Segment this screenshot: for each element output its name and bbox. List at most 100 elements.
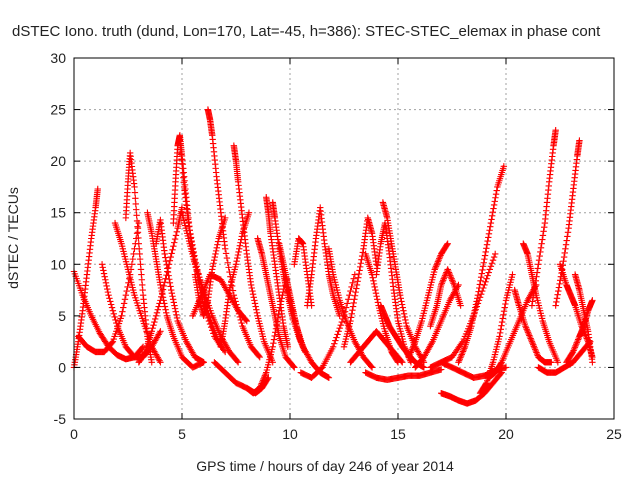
data-point	[158, 287, 165, 295]
data-point	[356, 267, 363, 274]
data-point	[502, 300, 509, 308]
data-point	[406, 352, 413, 359]
data-point	[486, 227, 493, 234]
data-point	[238, 319, 245, 327]
data-point	[132, 195, 139, 202]
data-point	[154, 306, 162, 313]
data-point	[474, 295, 481, 302]
data-point	[564, 229, 572, 236]
data-point	[486, 266, 493, 273]
data-point	[119, 308, 126, 315]
data-point	[104, 285, 111, 293]
data-point	[408, 346, 416, 353]
data-point	[100, 267, 107, 274]
data-point	[172, 308, 179, 315]
data-point	[448, 275, 455, 282]
data-point	[405, 353, 412, 361]
data-point	[398, 301, 406, 308]
data-point	[446, 270, 453, 278]
data-point	[368, 363, 375, 370]
data-point	[134, 229, 142, 236]
data-point	[98, 261, 106, 268]
data-point	[107, 301, 115, 308]
data-point	[159, 290, 166, 298]
data-series	[340, 214, 380, 350]
data-point	[553, 295, 561, 302]
data-point	[349, 279, 356, 287]
data-point	[168, 286, 175, 294]
data-point	[251, 297, 258, 304]
data-point	[450, 280, 457, 287]
data-point	[489, 208, 497, 216]
data-point	[113, 319, 120, 327]
data-point	[163, 309, 170, 316]
data-point	[576, 137, 583, 144]
data-point	[334, 331, 341, 338]
data-point	[349, 306, 356, 314]
data-point	[209, 266, 216, 273]
data-point	[242, 316, 250, 324]
data-point	[163, 261, 170, 269]
data-point	[449, 277, 456, 284]
data-point	[553, 298, 560, 306]
data-point	[528, 336, 535, 344]
data-point	[157, 359, 164, 366]
data-point	[394, 358, 401, 365]
data-point	[234, 358, 241, 365]
data-point	[589, 359, 596, 366]
data-point	[135, 234, 142, 242]
data-point	[487, 219, 495, 227]
data-point	[535, 261, 542, 268]
data-point	[214, 238, 222, 245]
x-tick-label: 20	[498, 426, 514, 442]
data-series	[263, 194, 292, 350]
data-series	[254, 235, 298, 371]
data-point	[457, 302, 464, 309]
data-point	[351, 292, 359, 299]
data-point	[374, 299, 382, 306]
data-point	[570, 347, 577, 354]
data-point	[540, 228, 547, 235]
data-point	[252, 303, 259, 310]
data-point	[253, 306, 260, 313]
data-series	[152, 216, 207, 366]
data-point	[120, 300, 128, 307]
data-point	[530, 289, 538, 297]
data-point	[522, 322, 529, 330]
y-axis-label: dSTEC / TECUs	[5, 187, 21, 289]
data-point	[428, 339, 435, 347]
data-point	[482, 278, 489, 286]
data-point	[535, 256, 543, 264]
data-point	[99, 264, 106, 271]
data-point	[526, 332, 533, 339]
data-point	[532, 347, 540, 355]
data-point	[131, 189, 139, 196]
data-point	[209, 263, 217, 270]
data-point	[533, 269, 541, 276]
data-point	[552, 302, 559, 309]
data-point	[222, 214, 229, 222]
data-point	[249, 290, 257, 298]
y-tick-label: 25	[50, 102, 66, 118]
data-point	[477, 273, 485, 281]
data-point	[236, 242, 244, 249]
x-tick-label: 0	[70, 426, 78, 442]
data-point	[185, 223, 193, 230]
data-point	[270, 336, 278, 343]
data-point	[353, 281, 361, 289]
data-point	[148, 328, 155, 335]
data-point	[488, 216, 495, 223]
data-point	[213, 244, 220, 251]
data-point	[474, 292, 482, 299]
data-point	[168, 289, 176, 297]
data-point	[533, 349, 540, 356]
data-series	[427, 250, 499, 371]
data-point	[261, 374, 268, 381]
data-point	[120, 304, 127, 311]
data-point	[330, 343, 337, 350]
data-point	[164, 268, 172, 276]
data-point	[492, 194, 499, 201]
data-point	[100, 270, 108, 277]
data-point	[171, 302, 178, 309]
y-tick-label: -5	[54, 411, 67, 427]
